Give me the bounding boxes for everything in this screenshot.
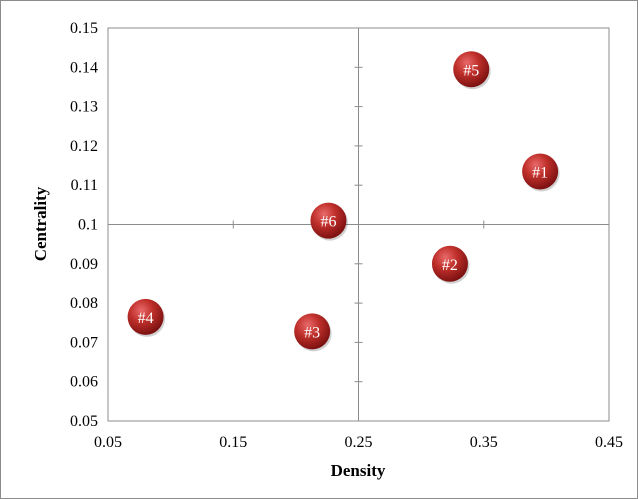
- y-tick-label: 0.05: [70, 413, 98, 430]
- point-marker: [431, 245, 468, 282]
- x-tick-label: 0.15: [219, 434, 247, 451]
- data-point: #4: [127, 298, 166, 337]
- y-tick-label: 0.13: [70, 99, 98, 116]
- point-label: #4: [138, 310, 154, 327]
- point-label: #6: [320, 214, 336, 231]
- y-axis-ticks: 0.05 0.06 0.07 0.08 0.09 0.1 0.11 0.12 0.13 0.14 0…: [70, 20, 363, 430]
- x-axis-ticks: 0.05 0.15 0.25 0.35 0.45: [94, 220, 623, 451]
- y-tick-label: 0.08: [70, 295, 98, 312]
- data-point: #1: [522, 153, 560, 192]
- data-point: #5: [453, 51, 491, 90]
- point-label: #3: [304, 324, 320, 341]
- y-tick-label: 0.06: [70, 374, 98, 391]
- x-tick-label: 0.25: [345, 434, 373, 451]
- data-point: #2: [431, 245, 470, 284]
- point-marker: [522, 153, 559, 190]
- data-points: #1 #2 #3 #4 #5 #6: [127, 51, 560, 352]
- y-tick-label: 0.14: [70, 59, 98, 76]
- y-tick-label: 0.1: [78, 217, 98, 234]
- y-tick-label: 0.15: [70, 20, 98, 37]
- y-tick-label: 0.12: [70, 138, 98, 155]
- point-label: #2: [442, 257, 458, 274]
- y-axis-title: Centrality: [31, 186, 50, 261]
- x-tick-label: 0.35: [470, 434, 498, 451]
- point-marker: [127, 298, 164, 335]
- point-marker: [294, 313, 331, 350]
- data-point: #6: [310, 202, 348, 241]
- y-tick-label: 0.11: [71, 177, 98, 194]
- data-point: #3: [294, 313, 332, 352]
- x-tick-label: 0.05: [94, 434, 122, 451]
- point-marker: [453, 51, 490, 88]
- y-tick-label: 0.09: [70, 256, 98, 273]
- point-label: #5: [463, 62, 479, 79]
- y-tick-label: 0.07: [70, 334, 98, 351]
- point-label: #1: [532, 164, 548, 181]
- x-tick-label: 0.45: [595, 434, 623, 451]
- x-axis-title: Density: [331, 461, 386, 480]
- point-marker: [310, 202, 347, 239]
